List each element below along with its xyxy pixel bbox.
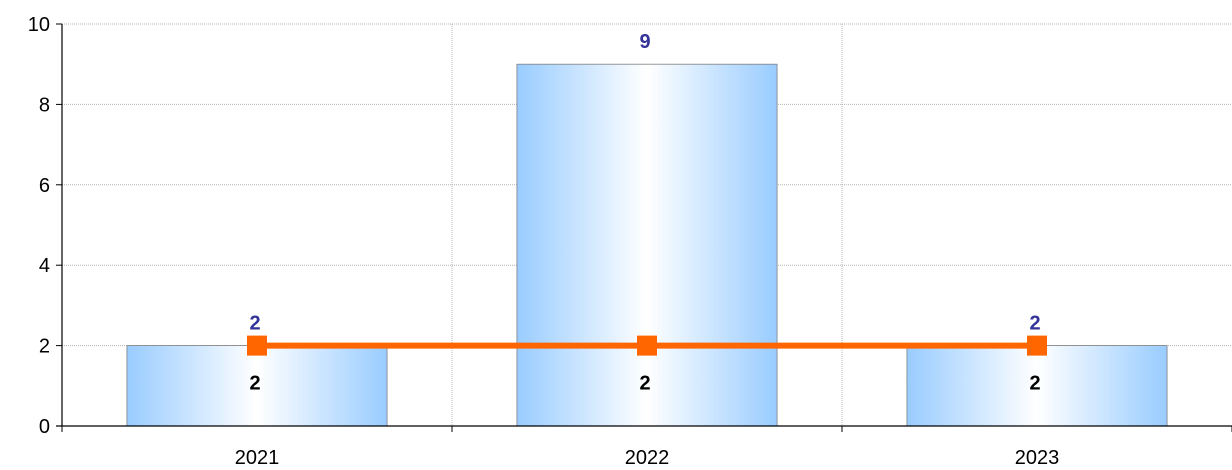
y-tick-label: 4 — [39, 255, 50, 277]
x-tick-label: 2022 — [625, 447, 670, 469]
axes: 0 2 4 6 8 10 2021 2022 2023 — [28, 14, 1232, 469]
data-labels: 2 9 2 2 2 2 — [249, 31, 1040, 394]
bar-value-label: 2 — [249, 313, 260, 335]
line-value-label: 2 — [1029, 373, 1040, 395]
y-tick-label: 10 — [28, 14, 50, 36]
y-tick-label: 2 — [39, 336, 50, 358]
bar — [516, 63, 778, 427]
line-series — [247, 335, 1047, 356]
y-tick-label: 6 — [39, 175, 50, 197]
y-tick-label: 8 — [39, 94, 50, 116]
line-marker — [1027, 335, 1047, 356]
x-tick-label: 2021 — [235, 447, 280, 469]
line-value-label: 2 — [249, 373, 260, 395]
line-marker — [247, 335, 267, 356]
line-value-label: 2 — [639, 373, 650, 395]
line-marker — [637, 335, 657, 356]
y-tick-label: 0 — [39, 416, 50, 438]
bar-value-label: 9 — [639, 31, 650, 53]
bar-value-label: 2 — [1029, 313, 1040, 335]
x-tick-label: 2023 — [1015, 447, 1060, 469]
